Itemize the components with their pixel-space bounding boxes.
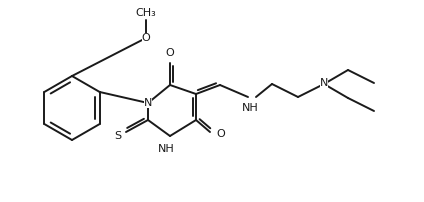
Text: NH: NH: [158, 144, 174, 154]
Text: NH: NH: [242, 103, 258, 113]
Text: O: O: [142, 33, 151, 43]
Text: CH₃: CH₃: [136, 8, 156, 18]
Text: S: S: [114, 131, 121, 141]
Text: N: N: [320, 78, 328, 88]
Text: O: O: [216, 129, 225, 139]
Text: N: N: [144, 98, 152, 108]
Text: O: O: [166, 48, 174, 58]
